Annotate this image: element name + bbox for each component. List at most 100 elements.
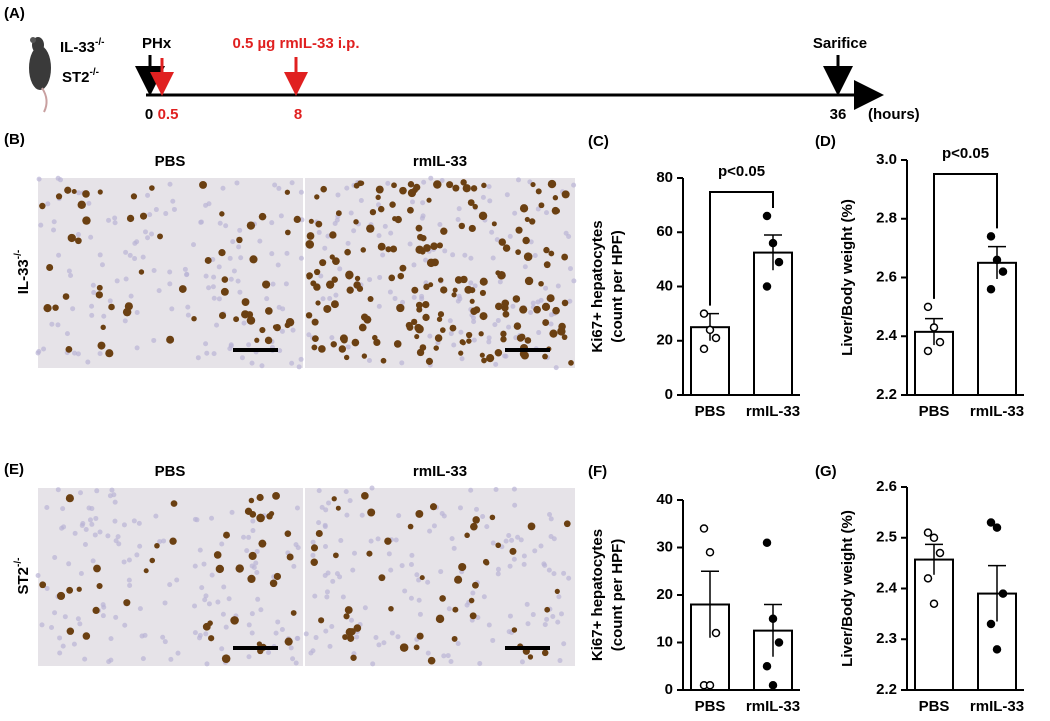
nucleus [470, 590, 476, 596]
data-point [929, 323, 939, 332]
nucleus [430, 242, 438, 250]
nucleus [203, 341, 209, 347]
nucleus [203, 593, 209, 599]
nucleus [433, 180, 442, 189]
nucleus [346, 286, 354, 294]
nucleus [399, 186, 407, 195]
nucleus [343, 489, 349, 495]
nucleus [527, 522, 536, 531]
nucleus [64, 186, 72, 194]
nucleus [209, 515, 215, 521]
nucleus [479, 277, 488, 286]
nucleus [315, 300, 321, 306]
y-tick-label: 2.6 [876, 268, 897, 285]
nucleus [547, 512, 553, 518]
nucleus [536, 330, 542, 336]
nucleus [191, 242, 197, 248]
nucleus [538, 202, 545, 209]
nucleus [419, 344, 427, 351]
nucleus [329, 624, 335, 630]
nucleus [362, 605, 368, 611]
nucleus [442, 248, 448, 254]
data-point [923, 528, 933, 537]
nucleus [368, 538, 374, 544]
nucleus [66, 561, 72, 567]
nucleus [284, 250, 290, 256]
nucleus [315, 530, 323, 538]
nucleus [92, 606, 100, 615]
nucleus [389, 245, 398, 253]
nucleus [460, 179, 467, 186]
nucleus [493, 486, 499, 492]
nucleus [210, 284, 216, 290]
nucleus [55, 193, 63, 200]
nucleus [273, 572, 282, 581]
nucleus [470, 185, 478, 192]
data-point [768, 681, 778, 690]
nucleus [204, 350, 210, 356]
nucleus [276, 304, 282, 310]
nucleus [306, 332, 312, 338]
data-point [986, 285, 996, 294]
nucleus [56, 591, 66, 601]
nucleus [123, 249, 129, 255]
data-point [762, 211, 772, 221]
nucleus [199, 585, 205, 591]
nucleus [344, 512, 350, 518]
nucleus [467, 199, 475, 206]
nucleus [333, 552, 339, 559]
nucleus [97, 341, 106, 350]
nucleus [234, 180, 240, 186]
nucleus [495, 270, 501, 276]
nucleus [246, 622, 252, 628]
time-label: 0.5 [158, 106, 179, 123]
nucleus [142, 229, 148, 235]
nucleus [79, 522, 85, 528]
nucleus [279, 627, 285, 633]
nucleus [542, 353, 548, 360]
nucleus [481, 594, 487, 600]
nucleus [82, 216, 91, 225]
nucleus [143, 568, 149, 574]
nucleus [153, 207, 159, 213]
nucleus [249, 611, 255, 617]
nucleus [77, 621, 83, 627]
nucleus [515, 534, 521, 540]
nucleus [208, 635, 215, 642]
nucleus [258, 539, 267, 548]
nucleus [284, 229, 291, 236]
nucleus [470, 307, 478, 315]
nucleus [214, 322, 220, 328]
nucleus [468, 224, 476, 233]
y-axis-label: (count per HPF) [609, 539, 626, 652]
nucleus [487, 198, 493, 204]
nucleus [423, 283, 430, 291]
nucleus [440, 227, 448, 235]
nucleus [373, 635, 379, 641]
nucleus [548, 516, 554, 522]
nucleus [495, 571, 501, 577]
nucleus [561, 299, 569, 307]
nucleus [310, 648, 316, 654]
nucleus [209, 572, 215, 578]
nucleus [239, 355, 245, 361]
nucleus [520, 351, 529, 360]
nucleus [486, 354, 495, 363]
bar [914, 558, 954, 692]
nucleus [561, 334, 568, 341]
nucleus [94, 488, 100, 494]
nucleus [542, 319, 550, 326]
event-label: PHx [142, 35, 172, 52]
nucleus [320, 185, 327, 193]
nucleus [272, 491, 280, 500]
nucleus [59, 525, 65, 531]
nucleus [468, 597, 475, 604]
nucleus [419, 575, 425, 581]
nucleus [451, 292, 457, 298]
nucleus [154, 542, 160, 549]
nucleus [522, 264, 528, 270]
nucleus [366, 550, 373, 557]
y-tick-label: 40 [656, 491, 673, 508]
nucleus [512, 295, 521, 303]
nucleus [326, 500, 332, 506]
